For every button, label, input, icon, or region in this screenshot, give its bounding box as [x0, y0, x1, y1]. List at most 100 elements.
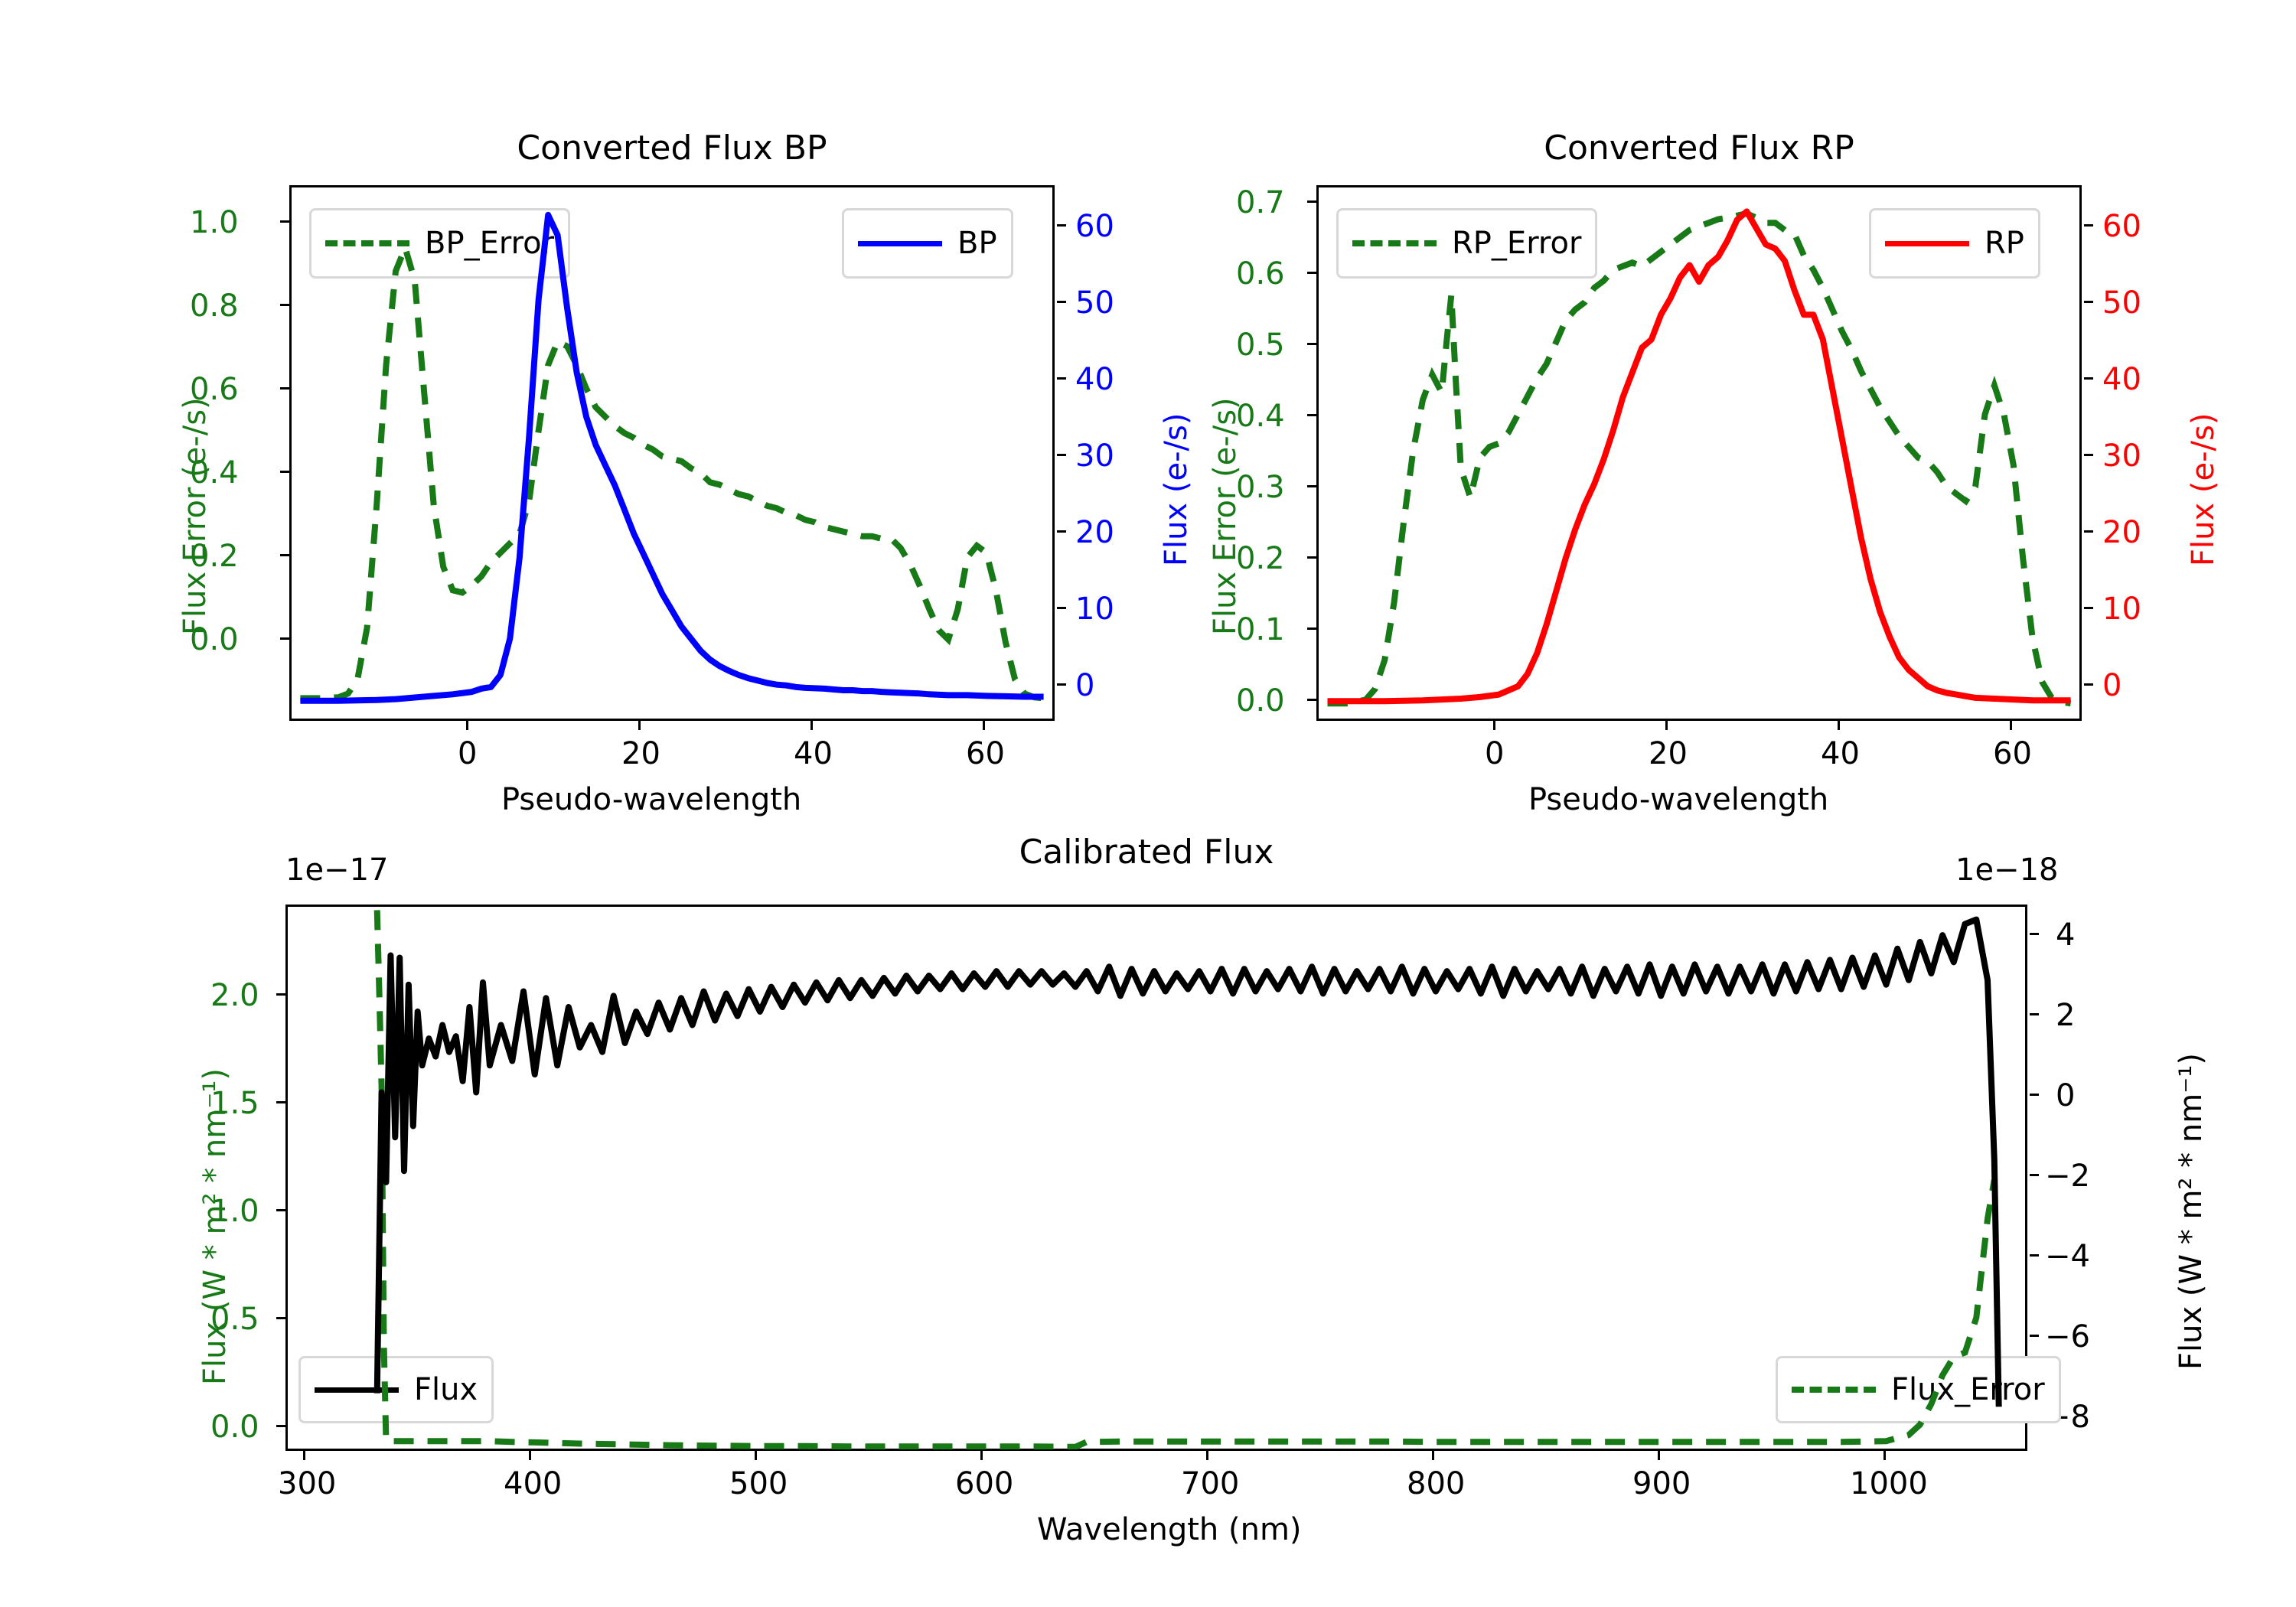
cal-xtickmark-4 [1206, 1451, 1208, 1460]
bp-ytickmark-left-4 [280, 554, 289, 556]
cal-xtick-5: 800 [1407, 1466, 1466, 1501]
cal-flux-error-legend-label: Flux_Error [1891, 1372, 2045, 1407]
rp-error-legend-line-icon [1352, 240, 1437, 246]
cal-xtick-7: 1000 [1850, 1466, 1928, 1501]
cal-xtick-3: 600 [955, 1466, 1014, 1501]
rp-ytick-left-0: 0.7 [1236, 185, 1285, 220]
rp-ytick-left-6: 0.1 [1236, 612, 1285, 647]
panel-cal-plot-area [285, 905, 2027, 1451]
bp-legend-error[interactable]: BP_Error [309, 208, 571, 279]
bp-ytickmark-right-1 [1057, 301, 1066, 303]
rp-xtick-2: 40 [1821, 736, 1860, 771]
rp-ytick-right-2: 40 [2102, 362, 2141, 397]
cal-xlabel: Wavelength (nm) [1037, 1512, 1302, 1547]
cal-ytick-right-4: −4 [2045, 1239, 2090, 1274]
bp-legend-flux[interactable]: BP [842, 208, 1013, 279]
rp-ytickmark-left-7 [1307, 699, 1316, 701]
panel-cal-title: Calibrated Flux [1019, 833, 1274, 872]
bp-ytick-right-3: 30 [1075, 438, 1114, 474]
bp-xtickmark-1 [638, 721, 641, 730]
cal-ytickmark-left-1 [276, 1101, 285, 1103]
bp-ytick-left-5: 0.0 [190, 622, 239, 657]
cal-xtickmark-6 [1658, 1451, 1660, 1460]
cal-ytickmark-right-3 [2030, 1174, 2039, 1176]
cal-ytick-left-4: 0.0 [210, 1410, 259, 1445]
bp-ytickmark-right-6 [1057, 683, 1066, 686]
cal-ytick-left-3: 0.5 [210, 1302, 259, 1337]
cal-ytick-left-1: 1.5 [210, 1086, 259, 1121]
rp-ytick-left-5: 0.2 [1236, 541, 1285, 576]
rp-ytick-right-6: 0 [2102, 668, 2122, 703]
cal-ytickmark-right-0 [2030, 933, 2039, 935]
rp-ytick-right-3: 30 [2102, 438, 2141, 474]
rp-ytick-left-1: 0.6 [1236, 256, 1285, 292]
rp-ytickmark-left-0 [1307, 200, 1316, 203]
bp-xtick-3: 60 [966, 736, 1005, 771]
bp-ytickmark-right-0 [1057, 224, 1066, 227]
bp-ytick-right-2: 40 [1075, 362, 1114, 397]
rp-ytickmark-left-3 [1307, 414, 1316, 416]
cal-flux-error-legend-line-icon [1792, 1387, 1876, 1393]
rp-ytickmark-right-3 [2084, 454, 2093, 456]
rp-error-line [1327, 210, 2072, 707]
rp-ytick-right-0: 60 [2102, 209, 2141, 244]
bp-ytickmark-right-3 [1057, 454, 1066, 456]
rp-ytickmark-left-4 [1307, 485, 1316, 487]
rp-ytick-left-3: 0.4 [1236, 399, 1285, 434]
rp-legend-error[interactable]: RP_Error [1336, 208, 1598, 279]
rp-ytickmark-left-2 [1307, 343, 1316, 345]
rp-xtickmark-1 [1665, 721, 1668, 730]
cal-xtick-6: 900 [1632, 1466, 1691, 1501]
rp-xlabel: Pseudo-wavelength [1528, 782, 1829, 817]
rp-xtickmark-2 [1838, 721, 1840, 730]
bp-xtickmark-0 [466, 721, 468, 730]
bp-ytick-left-0: 1.0 [190, 205, 239, 240]
cal-ytick-right-0: 4 [2056, 918, 2076, 953]
rp-ytick-right-4: 20 [2102, 515, 2141, 550]
bp-xtick-0: 0 [458, 736, 478, 771]
cal-ytick-right-1: 2 [2056, 998, 2076, 1033]
bp-ytick-right-1: 50 [1075, 285, 1114, 321]
cal-flux-line [373, 916, 2002, 1407]
bp-ytick-right-5: 10 [1075, 592, 1114, 627]
bp-error-line [300, 238, 1044, 702]
cal-ytickmark-right-2 [2030, 1094, 2039, 1096]
bp-xtickmark-3 [983, 721, 985, 730]
cal-legend-flux[interactable]: Flux [298, 1356, 494, 1423]
cal-ytickmark-left-0 [276, 993, 285, 996]
rp-xtickmark-3 [2010, 721, 2012, 730]
rp-ytick-left-4: 0.3 [1236, 470, 1285, 505]
rp-ytickmark-right-6 [2084, 683, 2093, 686]
rp-ytick-left-7: 0.0 [1236, 683, 1285, 719]
rp-ytick-right-1: 50 [2102, 285, 2141, 321]
cal-xtick-0: 300 [278, 1466, 337, 1501]
rp-legend-flux[interactable]: RP [1869, 208, 2040, 279]
bp-xtick-2: 40 [794, 736, 833, 771]
bp-ytickmark-right-4 [1057, 530, 1066, 533]
rp-legend-line-icon [1885, 240, 1969, 246]
rp-ytickmark-left-5 [1307, 556, 1316, 559]
cal-xtickmark-7 [1883, 1451, 1886, 1460]
cal-ytickmark-left-3 [276, 1317, 285, 1319]
rp-ytick-right-5: 10 [2102, 592, 2141, 627]
cal-xtickmark-0 [303, 1451, 305, 1460]
bp-ytick-left-2: 0.6 [190, 372, 239, 407]
bp-error-legend-label: BP_Error [425, 226, 555, 261]
cal-ytickmark-left-4 [276, 1425, 285, 1427]
cal-xtick-1: 400 [504, 1466, 563, 1501]
bp-xlabel: Pseudo-wavelength [501, 782, 802, 817]
bp-ytick-right-0: 60 [1075, 209, 1114, 244]
bp-ytickmark-left-0 [280, 220, 289, 223]
cal-ytick-left-0: 2.0 [210, 978, 259, 1013]
rp-flux-line [1327, 208, 2071, 705]
cal-xtickmark-3 [980, 1451, 983, 1460]
cal-ytickmark-right-5 [2030, 1335, 2039, 1337]
bp-error-legend-line-icon [325, 240, 409, 246]
bp-ytickmark-right-2 [1057, 377, 1066, 380]
rp-ytickmark-left-1 [1307, 272, 1316, 274]
cal-xtick-4: 700 [1181, 1466, 1240, 1501]
bp-ytickmark-right-5 [1057, 607, 1066, 609]
